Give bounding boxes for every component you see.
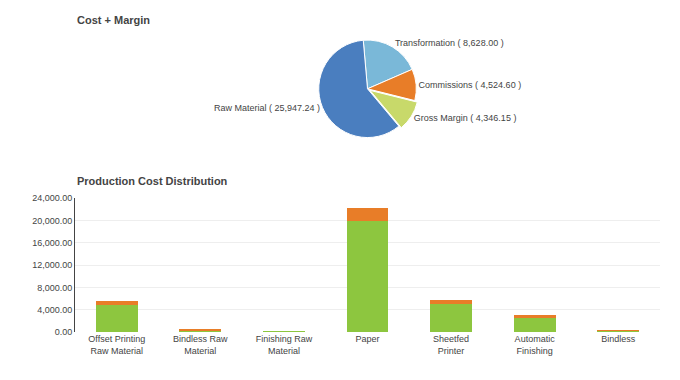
svg-text:Offset PrintingRaw Material: Offset PrintingRaw Material	[88, 334, 145, 356]
svg-text:24,000.00: 24,000.00	[32, 193, 72, 203]
svg-text:AutomaticFinishing: AutomaticFinishing	[515, 334, 556, 356]
svg-text:Gross Margin ( 4,346.15 ): Gross Margin ( 4,346.15 )	[414, 113, 517, 123]
svg-text:Finishing RawMaterial: Finishing RawMaterial	[256, 334, 313, 356]
svg-text:Raw Material ( 25,947.24 ): Raw Material ( 25,947.24 )	[214, 103, 320, 113]
svg-text:8,000.00: 8,000.00	[37, 283, 72, 293]
svg-text:12,000.00: 12,000.00	[32, 260, 72, 270]
svg-text:Cost + Margin: Cost + Margin	[77, 14, 150, 26]
svg-text:Bindless: Bindless	[601, 334, 636, 344]
svg-text:Transformation ( 8,628.00 ): Transformation ( 8,628.00 )	[395, 38, 504, 48]
svg-text:4,000.00: 4,000.00	[37, 305, 72, 315]
svg-text:0.00: 0.00	[55, 327, 73, 337]
svg-text:16,000.00: 16,000.00	[32, 238, 72, 248]
svg-text:Commissions ( 4,524.60 ): Commissions ( 4,524.60 )	[419, 80, 522, 90]
svg-text:SheetfedPrinter: SheetfedPrinter	[433, 334, 469, 356]
svg-text:20,000.00: 20,000.00	[32, 216, 72, 226]
svg-text:Production Cost Distribution: Production Cost Distribution	[77, 175, 228, 187]
svg-text:Paper: Paper	[355, 334, 379, 344]
svg-text:Bindless RawMaterial: Bindless RawMaterial	[173, 334, 228, 356]
